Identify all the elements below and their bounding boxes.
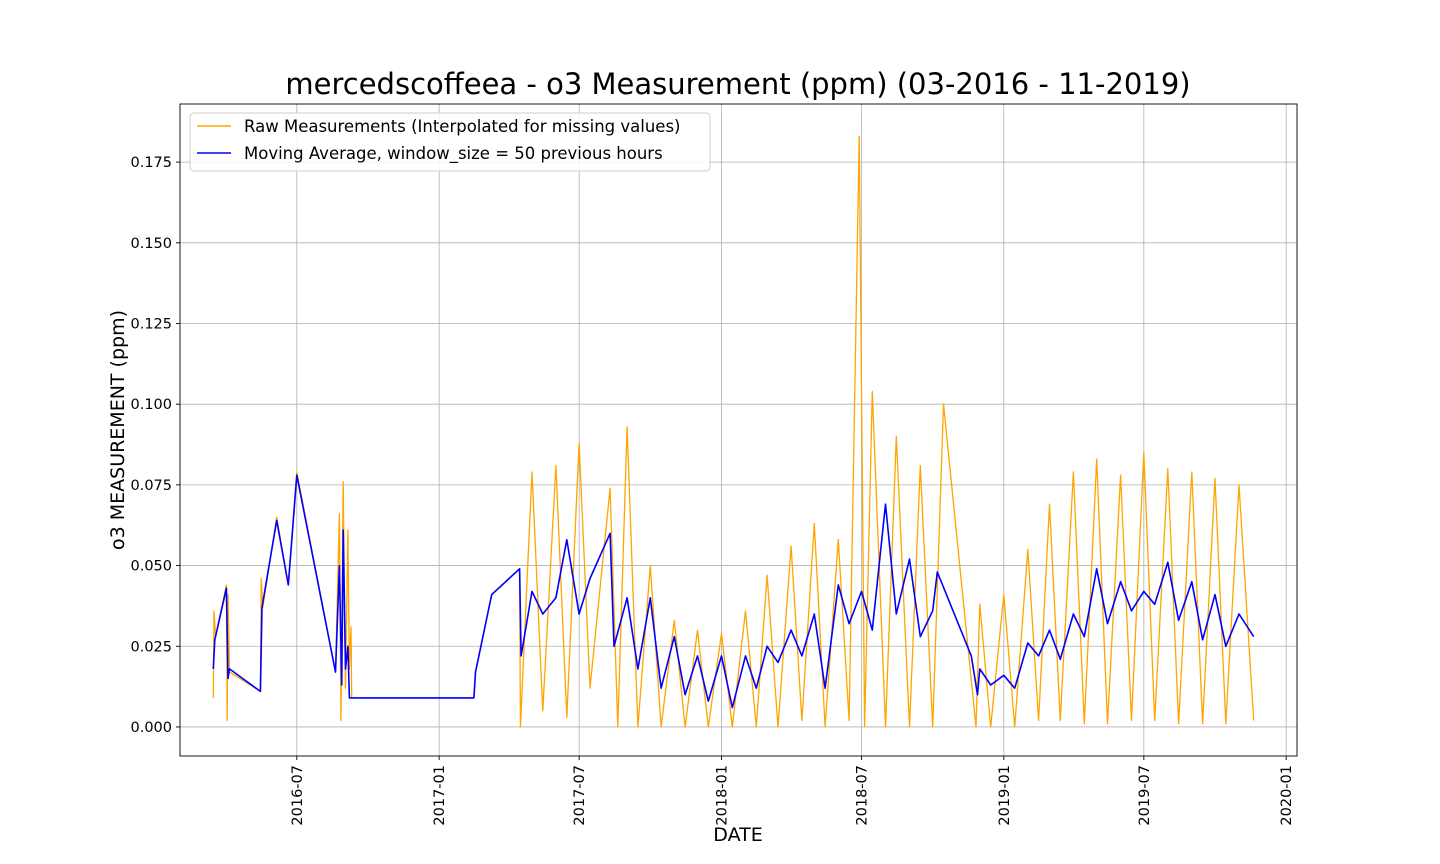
- y-tick-label: 0.075: [130, 478, 172, 494]
- x-tick-label: 2020-01: [1279, 765, 1295, 826]
- legend-label-raw: Raw Measurements (Interpolated for missi…: [244, 117, 681, 136]
- x-tick-label: 2016-07: [290, 765, 306, 826]
- y-tick-label: 0.175: [130, 155, 172, 171]
- series-line-raw-measurements: [212, 135, 1255, 728]
- y-tick-label: 0.125: [130, 316, 172, 332]
- y-tick-label: 0.025: [130, 639, 172, 655]
- x-tick-label: 2019-01: [997, 765, 1013, 826]
- x-tick-label: 2017-01: [432, 765, 448, 826]
- x-tick-label: 2017-07: [572, 765, 588, 826]
- x-tick-label: 2018-07: [854, 765, 870, 826]
- series-line-moving-average: [212, 474, 1255, 709]
- plot-area: [212, 135, 1255, 728]
- x-axis-label: DATE: [713, 824, 762, 846]
- y-axis-label: o3 MEASUREMENT (ppm): [107, 310, 129, 550]
- legend: Raw Measurements (Interpolated for missi…: [189, 112, 711, 172]
- y-tick-label: 0.000: [130, 720, 172, 736]
- x-tick-label: 2018-01: [714, 765, 730, 826]
- y-tick-label: 0.150: [130, 236, 172, 252]
- y-tick-label: 0.100: [130, 397, 172, 413]
- chart-title: mercedscoffeea - o3 Measurement (ppm) (0…: [285, 67, 1190, 101]
- legend-box: [189, 112, 711, 172]
- y-tick-label: 0.050: [130, 559, 172, 575]
- legend-label-moving-average: Moving Average, window_size = 50 previou…: [244, 144, 663, 164]
- plot-frame: [179, 103, 1298, 757]
- axis-ticks: 0.000 0.025 0.050 0.075 0.100 0.125 0.150 0.175…: [130, 155, 1295, 825]
- x-tick-label: 2019-07: [1137, 765, 1153, 826]
